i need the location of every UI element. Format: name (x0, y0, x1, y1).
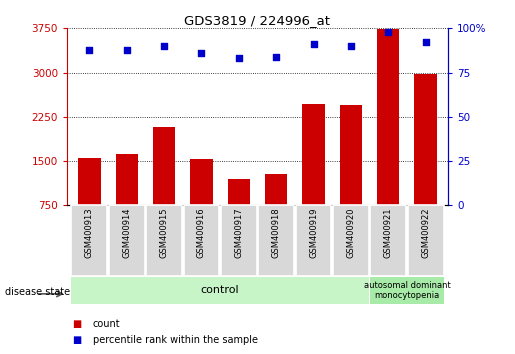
Text: percentile rank within the sample: percentile rank within the sample (93, 335, 258, 345)
Point (272, 54, 280, 59)
Bar (109, 205, 145, 276)
Bar (370, 205, 406, 276)
Text: GSM400922: GSM400922 (421, 207, 430, 258)
Point (310, 41, 318, 47)
Text: disease state: disease state (5, 287, 70, 297)
Bar (370, 277, 444, 304)
Text: GSM400920: GSM400920 (347, 207, 355, 258)
Bar (71, 277, 369, 304)
Bar (146, 205, 182, 276)
Point (85, 47, 94, 52)
Text: GSM400921: GSM400921 (384, 207, 393, 258)
Point (347, 43, 355, 49)
Text: autosomal dominant
monocytopenia: autosomal dominant monocytopenia (364, 281, 451, 300)
Text: GSM400914: GSM400914 (122, 207, 131, 258)
Point (123, 47, 131, 52)
Bar (183, 205, 219, 276)
Text: control: control (201, 285, 239, 295)
Bar (377, 29, 400, 205)
Text: count: count (93, 319, 121, 329)
Bar (228, 179, 250, 205)
Bar (302, 104, 325, 205)
Bar (72, 205, 107, 276)
Bar (153, 127, 175, 205)
Text: GSM400916: GSM400916 (197, 207, 206, 258)
Point (197, 50, 205, 56)
Text: ■: ■ (72, 335, 81, 345)
Text: ■: ■ (72, 319, 81, 329)
Bar (190, 159, 213, 205)
Bar (408, 205, 443, 276)
Text: GSM400918: GSM400918 (272, 207, 281, 258)
Text: GSM400915: GSM400915 (160, 207, 168, 258)
Point (384, 29, 392, 35)
Bar (221, 205, 257, 276)
Text: GSM400917: GSM400917 (234, 207, 243, 258)
Text: GSM400913: GSM400913 (85, 207, 94, 258)
Bar (78, 158, 100, 205)
Bar (258, 205, 294, 276)
Title: GDS3819 / 224996_at: GDS3819 / 224996_at (184, 14, 331, 27)
Point (235, 56, 243, 61)
Bar (333, 205, 369, 276)
Bar (265, 174, 287, 205)
Point (421, 40, 430, 45)
Text: GSM400919: GSM400919 (309, 207, 318, 258)
Bar (340, 105, 362, 205)
Point (160, 43, 168, 49)
Bar (415, 74, 437, 205)
Bar (296, 205, 332, 276)
Bar (115, 154, 138, 205)
